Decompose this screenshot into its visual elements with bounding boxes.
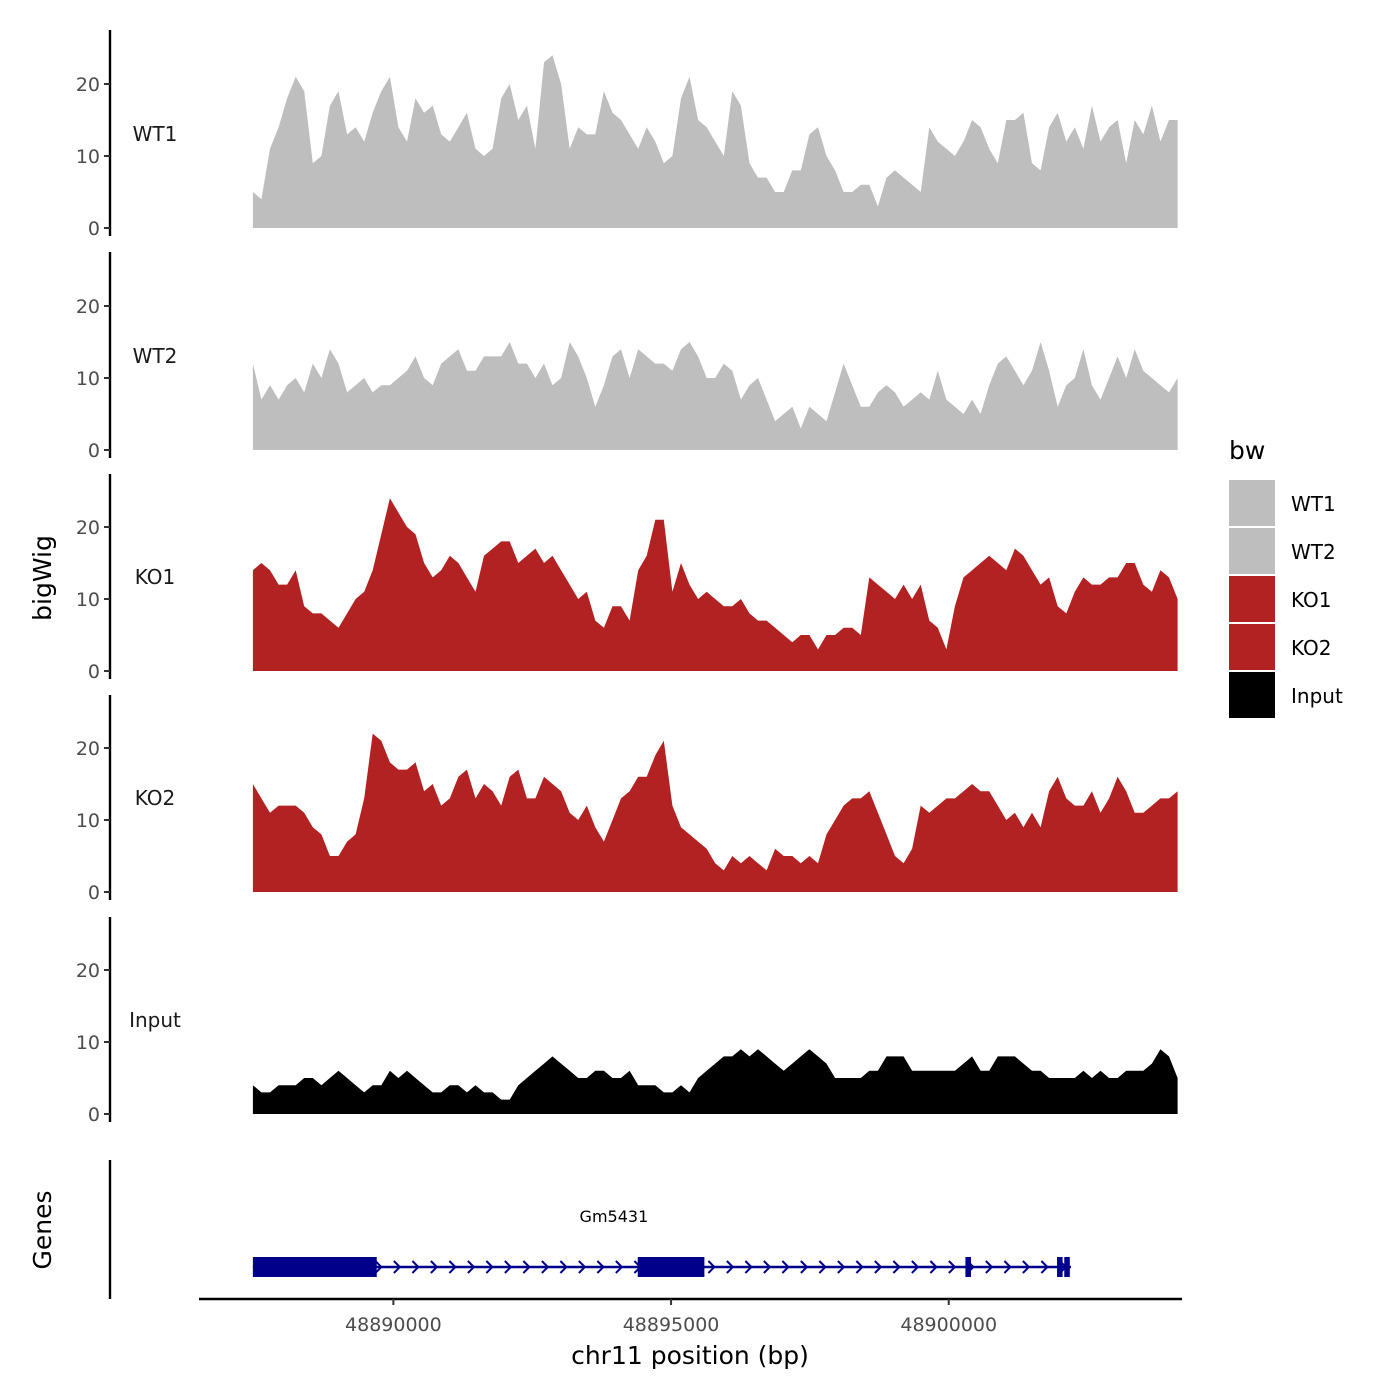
- y-tick-label: 0: [88, 661, 100, 683]
- track-wt1: 0 10 20 WT1: [76, 30, 1178, 240]
- legend-label: WT2: [1291, 540, 1336, 564]
- strand-arrow: [744, 1260, 753, 1274]
- strand-arrow: [763, 1260, 772, 1274]
- track-input: 0 10 20 Input: [76, 917, 1178, 1126]
- strand-arrow: [837, 1260, 846, 1274]
- strand-arrow: [522, 1260, 531, 1274]
- track-ko1: 0 10 20 KO1: [76, 474, 1178, 683]
- strand-arrow: [374, 1260, 383, 1274]
- strand-arrow: [1003, 1260, 1012, 1274]
- strand-arrow: [485, 1260, 494, 1274]
- strand-arrow: [1022, 1260, 1031, 1274]
- strand-arrow: [1040, 1260, 1049, 1274]
- strand-arrow: [411, 1260, 420, 1274]
- legend-label: KO1: [1291, 588, 1332, 612]
- track-wt2: 0 10 20 WT2: [76, 252, 1178, 462]
- gene-label: Gm5431: [580, 1207, 649, 1226]
- strand-arrow: [615, 1260, 624, 1274]
- track-ko2: 0 10 20 KO2: [76, 695, 1178, 904]
- y-tick-label: 10: [76, 589, 100, 611]
- strand-arrow: [504, 1260, 513, 1274]
- y-tick-label: 20: [76, 517, 100, 539]
- y-tick-label: 20: [76, 74, 100, 96]
- legend: bw WT1 WT2 KO1 KO2 Input: [1229, 436, 1343, 718]
- strand-arrow: [781, 1260, 790, 1274]
- track-label: KO1: [135, 565, 176, 589]
- y-tick-label: 0: [88, 1104, 100, 1126]
- strand-arrow: [726, 1260, 735, 1274]
- strand-arrow: [929, 1260, 938, 1274]
- legend-swatch: [1229, 576, 1275, 622]
- gene-track: Gm5431: [108, 1160, 1071, 1299]
- x-axis: 48890000 48895000 48900000: [199, 1297, 1182, 1336]
- signal-tracks: 0 10 20 WT1 0 10 20 WT2 0 10 20 KO1 0 10 20 KO2 0 10 20 Inp…: [76, 30, 1178, 1126]
- strand-arrow: [800, 1260, 809, 1274]
- gene-exon: [1064, 1257, 1070, 1277]
- strand-arrow: [707, 1260, 716, 1274]
- strand-arrow: [911, 1260, 920, 1274]
- y-tick-label: 0: [88, 218, 100, 240]
- y-tick-label: 10: [76, 810, 100, 832]
- legend-title: bw: [1229, 436, 1265, 465]
- legend-swatch: [1229, 528, 1275, 574]
- legend-item-ko1: KO1: [1229, 576, 1332, 622]
- legend-label: KO2: [1291, 636, 1332, 660]
- legend-label: Input: [1291, 684, 1343, 708]
- legend-label: WT1: [1291, 492, 1336, 516]
- strand-arrow: [467, 1260, 476, 1274]
- track-label: Input: [129, 1008, 181, 1032]
- gene-exon: [252, 1257, 377, 1277]
- strand-arrow: [430, 1260, 439, 1274]
- strand-arrow: [948, 1260, 957, 1274]
- area-input: [252, 1049, 1178, 1114]
- x-tick-label: 48890000: [345, 1314, 442, 1336]
- y-tick-label: 20: [76, 738, 100, 760]
- track-label: WT2: [133, 344, 178, 368]
- strand-arrow: [985, 1260, 994, 1274]
- legend-item-ko2: KO2: [1229, 624, 1332, 670]
- area-wt2: [252, 342, 1178, 450]
- x-tick-label: 48900000: [900, 1314, 997, 1336]
- strand-arrow: [855, 1260, 864, 1274]
- genes-axis-title: Genes: [28, 1190, 57, 1269]
- y-tick-label: 0: [88, 882, 100, 904]
- gene-exon: [1057, 1257, 1063, 1277]
- strand-arrow: [559, 1260, 568, 1274]
- strand-arrow: [874, 1260, 883, 1274]
- legend-swatch: [1229, 480, 1275, 526]
- track-label: WT1: [133, 122, 178, 146]
- strand-arrow: [541, 1260, 550, 1274]
- legend-item-input: Input: [1229, 672, 1343, 718]
- y-tick-label: 10: [76, 146, 100, 168]
- track-label: KO2: [135, 786, 176, 810]
- gene-exon: [965, 1257, 971, 1277]
- x-axis-title: chr11 position (bp): [571, 1341, 809, 1370]
- area-wt1: [252, 55, 1178, 229]
- legend-item-wt2: WT2: [1229, 528, 1336, 574]
- legend-item-wt1: WT1: [1229, 480, 1336, 526]
- y-tick-label: 10: [76, 1032, 100, 1054]
- gene-gm5431: Gm5431: [252, 1207, 1071, 1277]
- strand-arrow: [393, 1260, 402, 1274]
- x-tick-label: 48895000: [623, 1314, 720, 1336]
- legend-swatch: [1229, 624, 1275, 670]
- y-axis-title: bigWig: [28, 535, 57, 621]
- strand-arrow: [596, 1260, 605, 1274]
- y-tick-label: 20: [76, 296, 100, 318]
- y-tick-label: 10: [76, 368, 100, 390]
- strand-arrow: [892, 1260, 901, 1274]
- strand-arrow: [818, 1260, 827, 1274]
- area-ko1: [252, 498, 1178, 671]
- area-ko2: [252, 733, 1178, 892]
- y-tick-label: 20: [76, 960, 100, 982]
- y-tick-label: 0: [88, 440, 100, 462]
- strand-arrow: [448, 1260, 457, 1274]
- legend-swatch: [1229, 672, 1275, 718]
- gene-exon: [637, 1257, 705, 1277]
- strand-arrow: [578, 1260, 587, 1274]
